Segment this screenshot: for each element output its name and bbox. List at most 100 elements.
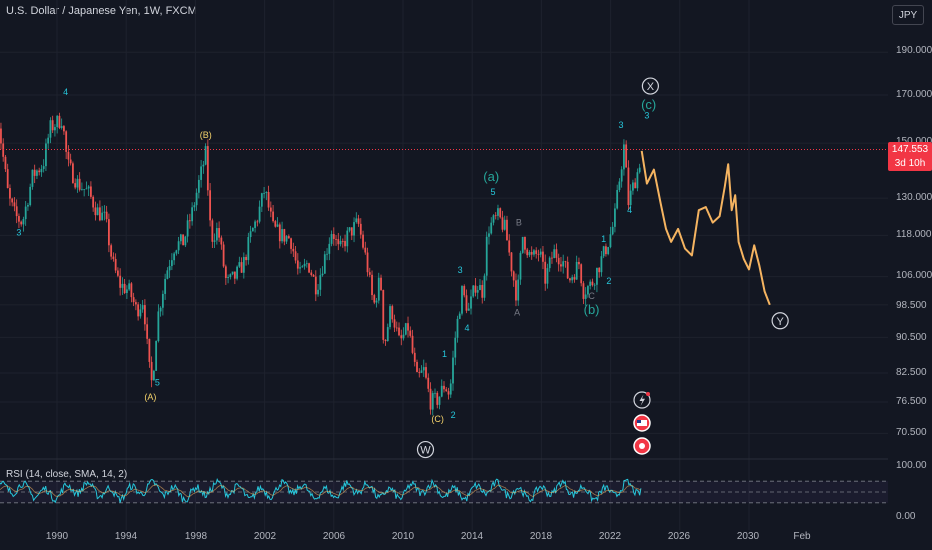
wave-label-21: 3 <box>644 110 649 120</box>
candle-body <box>341 240 344 242</box>
candle-body <box>472 285 475 297</box>
candle-body <box>578 261 580 265</box>
candle-body <box>202 164 205 167</box>
candle-body <box>240 262 243 273</box>
candle-body <box>533 250 535 255</box>
candle-body <box>314 276 317 295</box>
candle-body <box>256 221 259 223</box>
candle-body <box>119 275 122 288</box>
candle-body <box>481 285 484 298</box>
candle-body <box>116 270 119 276</box>
candle-body <box>391 306 394 320</box>
candle-body <box>598 267 601 273</box>
candle-body <box>429 388 432 410</box>
candle-body <box>229 274 232 278</box>
candle-body <box>483 275 486 298</box>
wave-label-2: (B) <box>200 130 212 140</box>
candle-body <box>535 250 538 254</box>
event-earnings-icon[interactable] <box>633 437 651 455</box>
candle-body <box>197 179 200 193</box>
candle-body <box>103 211 106 213</box>
candle-body <box>413 352 416 362</box>
wave-label-14: 2 <box>451 410 456 420</box>
candle-body <box>618 181 621 190</box>
candle-body <box>560 264 562 267</box>
rsi-top-label: 100.00 <box>896 460 927 471</box>
candle-body <box>112 256 115 259</box>
candle-body <box>494 215 497 217</box>
candle-body <box>411 335 414 353</box>
candle-body <box>544 261 547 284</box>
candle-body <box>422 367 425 371</box>
candle-body <box>380 277 382 290</box>
candle-body <box>40 168 43 173</box>
candle-body <box>512 271 515 281</box>
candle-body <box>220 237 223 245</box>
candle-body <box>461 286 463 314</box>
candle-body <box>258 206 261 222</box>
candle-body <box>65 131 68 152</box>
candle-body <box>0 128 2 144</box>
candle-body <box>125 289 128 294</box>
candle-body <box>497 208 499 216</box>
candle-body <box>607 247 610 255</box>
candle-body <box>290 238 292 249</box>
candle-body <box>283 229 286 242</box>
candle-body <box>364 247 367 253</box>
candle-body <box>575 261 578 280</box>
candle-body <box>128 283 131 290</box>
circled-label-y: Y <box>771 312 789 330</box>
candle-body <box>474 285 477 293</box>
candle-body <box>353 222 355 236</box>
candle-body <box>440 385 443 397</box>
circled-label-text: W <box>420 445 431 457</box>
candle-body <box>555 249 558 258</box>
candle-body <box>600 256 603 273</box>
candle-body <box>274 221 277 227</box>
candle-body <box>105 211 108 220</box>
currency-button[interactable]: JPY <box>892 5 924 25</box>
candle-body <box>490 222 493 234</box>
candle-body <box>524 236 526 250</box>
candle-body <box>15 206 18 217</box>
candle-body <box>386 327 389 342</box>
wave-label-0: 4 <box>63 87 68 97</box>
candle-body <box>245 257 247 261</box>
candle-body <box>371 274 373 296</box>
candle-body <box>186 220 189 237</box>
candle-body <box>177 241 180 251</box>
candle-body <box>521 236 524 253</box>
candle-body <box>114 258 117 271</box>
candle-body <box>638 167 641 173</box>
candle-body <box>299 267 301 269</box>
candle-body <box>375 300 378 303</box>
event-flag-icon[interactable] <box>633 414 651 432</box>
candle-body <box>528 251 531 256</box>
candle-body <box>285 236 288 242</box>
y-tick-118: 118.000 <box>896 229 932 240</box>
candle-body <box>242 257 245 273</box>
candle-body <box>18 216 20 222</box>
candle-body <box>72 163 74 184</box>
candle-body <box>305 263 308 265</box>
candle-body <box>519 252 522 280</box>
candle-body <box>332 234 335 239</box>
candle-body <box>27 205 29 207</box>
candle-body <box>499 208 502 218</box>
candle-body <box>425 367 427 378</box>
candle-body <box>166 270 169 279</box>
x-tick-2018: 2018 <box>529 531 553 542</box>
candle-body <box>13 202 16 207</box>
candle-body <box>123 283 126 294</box>
candle-body <box>625 144 628 168</box>
candle-body <box>141 305 144 310</box>
candle-body <box>215 228 218 241</box>
candle-body <box>224 266 227 278</box>
candle-body <box>605 246 607 255</box>
candle-body <box>227 277 229 278</box>
candle-body <box>339 240 342 245</box>
candle-body <box>368 272 371 275</box>
x-tick-2030: 2030 <box>736 531 760 542</box>
event-lightning-icon[interactable] <box>633 391 651 409</box>
